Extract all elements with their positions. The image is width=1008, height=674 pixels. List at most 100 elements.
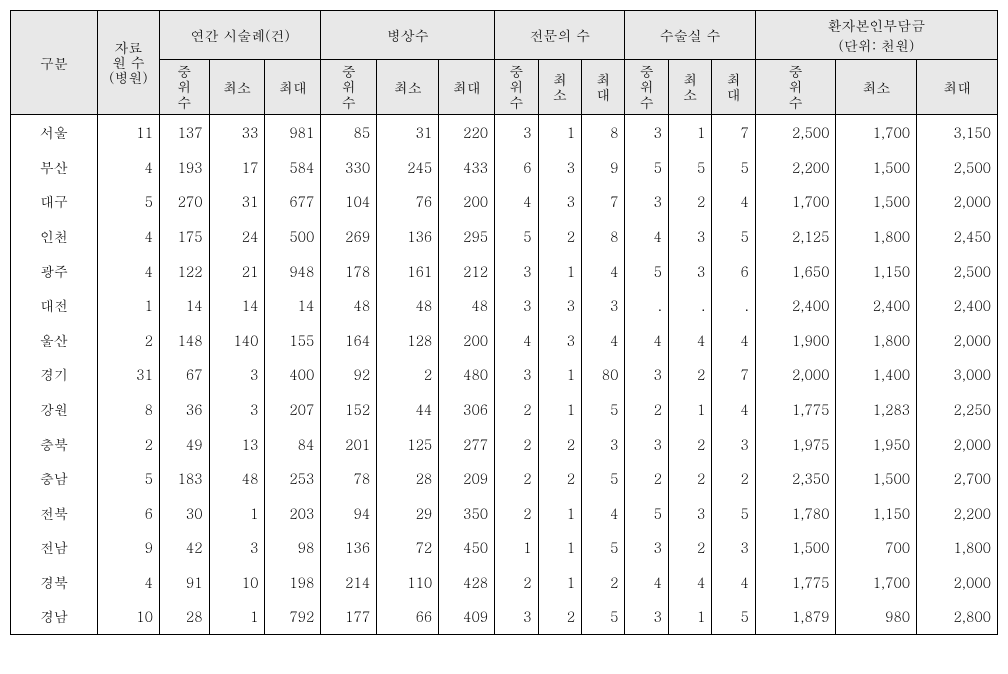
cell-or_min: 2 bbox=[668, 461, 711, 496]
cell-sp_med: 5 bbox=[495, 219, 538, 254]
header-sources: 자료원 수(병원) bbox=[97, 11, 159, 115]
cell-sources: 31 bbox=[97, 357, 159, 392]
cell-sp_min: 1 bbox=[538, 254, 581, 289]
cell-proc_max: 14 bbox=[265, 288, 321, 323]
cell-sp_max: 2 bbox=[582, 565, 625, 600]
cell-bed_min: 48 bbox=[377, 288, 439, 323]
cell-bed_med: 152 bbox=[321, 392, 377, 427]
cell-cost_min: 2,400 bbox=[836, 288, 917, 323]
cell-proc_max: 981 bbox=[265, 115, 321, 150]
cell-sp_med: 3 bbox=[495, 115, 538, 150]
cell-cost_max: 2,700 bbox=[917, 461, 998, 496]
cell-sp_max: 80 bbox=[582, 357, 625, 392]
cell-region: 부산 bbox=[11, 150, 98, 185]
cell-bed_med: 78 bbox=[321, 461, 377, 496]
cell-bed_med: 177 bbox=[321, 599, 377, 634]
cell-proc_max: 253 bbox=[265, 461, 321, 496]
cell-sources: 5 bbox=[97, 461, 159, 496]
header-beds: 병상수 bbox=[321, 11, 495, 60]
cell-proc_max: 98 bbox=[265, 530, 321, 565]
cell-sources: 9 bbox=[97, 530, 159, 565]
cell-sp_med: 3 bbox=[495, 254, 538, 289]
cell-cost_max: 2,250 bbox=[917, 392, 998, 427]
cell-cost_min: 1,150 bbox=[836, 254, 917, 289]
cell-sources: 8 bbox=[97, 392, 159, 427]
cell-cost_min: 1,800 bbox=[836, 323, 917, 358]
cell-sp_min: 1 bbox=[538, 565, 581, 600]
sub-bed-max: 최대 bbox=[439, 60, 495, 115]
cell-bed_med: 269 bbox=[321, 219, 377, 254]
cell-bed_med: 201 bbox=[321, 427, 377, 462]
cell-sp_min: 2 bbox=[538, 427, 581, 462]
cell-cost_max: 2,500 bbox=[917, 254, 998, 289]
sub-cost-min: 최소 bbox=[836, 60, 917, 115]
cell-sources: 2 bbox=[97, 427, 159, 462]
cell-or_min: 2 bbox=[668, 427, 711, 462]
cell-cost_max: 1,800 bbox=[917, 530, 998, 565]
cell-sources: 6 bbox=[97, 496, 159, 531]
cell-bed_med: 178 bbox=[321, 254, 377, 289]
cell-proc_max: 948 bbox=[265, 254, 321, 289]
cell-bed_min: 72 bbox=[377, 530, 439, 565]
cell-proc_min: 24 bbox=[209, 219, 265, 254]
cell-proc_max: 500 bbox=[265, 219, 321, 254]
cell-proc_med: 175 bbox=[159, 219, 209, 254]
cell-cost_min: 700 bbox=[836, 530, 917, 565]
cell-sp_med: 3 bbox=[495, 599, 538, 634]
cell-or_max: 7 bbox=[712, 115, 755, 150]
cell-cost_min: 1,500 bbox=[836, 184, 917, 219]
cell-cost_min: 1,400 bbox=[836, 357, 917, 392]
cell-sp_min: 3 bbox=[538, 150, 581, 185]
cell-cost_min: 1,800 bbox=[836, 219, 917, 254]
cell-or_max: 3 bbox=[712, 427, 755, 462]
cell-proc_min: 10 bbox=[209, 565, 265, 600]
cell-sp_min: 2 bbox=[538, 461, 581, 496]
cell-bed_max: 220 bbox=[439, 115, 495, 150]
cell-proc_min: 1 bbox=[209, 599, 265, 634]
table-row: 대구527031677104762004373241,7001,5002,000 bbox=[11, 184, 998, 219]
cell-cost_max: 3,150 bbox=[917, 115, 998, 150]
cell-cost_max: 3,000 bbox=[917, 357, 998, 392]
cell-or_min: 1 bbox=[668, 392, 711, 427]
cell-or_med: 4 bbox=[625, 219, 668, 254]
cell-region: 경남 bbox=[11, 599, 98, 634]
cell-bed_med: 94 bbox=[321, 496, 377, 531]
cell-proc_med: 137 bbox=[159, 115, 209, 150]
cell-or_max: . bbox=[712, 288, 755, 323]
cell-bed_max: 350 bbox=[439, 496, 495, 531]
cell-bed_med: 214 bbox=[321, 565, 377, 600]
header-row-2: 중위수 최소 최대 중위수 최소 최대 중위수 최소 최대 중위수 최소 최대 … bbox=[11, 60, 998, 115]
cell-region: 충북 bbox=[11, 427, 98, 462]
cell-bed_min: 31 bbox=[377, 115, 439, 150]
cell-proc_med: 49 bbox=[159, 427, 209, 462]
cell-or_med: 3 bbox=[625, 184, 668, 219]
cell-bed_med: 92 bbox=[321, 357, 377, 392]
cell-bed_min: 161 bbox=[377, 254, 439, 289]
cell-proc_min: 13 bbox=[209, 427, 265, 462]
cell-or_min: 4 bbox=[668, 323, 711, 358]
cell-sp_med: 6 bbox=[495, 150, 538, 185]
cell-proc_max: 677 bbox=[265, 184, 321, 219]
cell-or_med: 4 bbox=[625, 323, 668, 358]
cell-cost_med: 1,780 bbox=[755, 496, 836, 531]
cell-or_med: 5 bbox=[625, 496, 668, 531]
table-row: 경남10281792177664093253151,8799802,800 bbox=[11, 599, 998, 634]
cell-region: 경기 bbox=[11, 357, 98, 392]
cell-proc_med: 14 bbox=[159, 288, 209, 323]
cell-proc_min: 140 bbox=[209, 323, 265, 358]
cell-sp_max: 5 bbox=[582, 599, 625, 634]
cell-region: 강원 bbox=[11, 392, 98, 427]
header-procedures: 연간 시술례(건) bbox=[159, 11, 320, 60]
cell-sp_min: 3 bbox=[538, 288, 581, 323]
cell-cost_max: 2,450 bbox=[917, 219, 998, 254]
cell-proc_min: 31 bbox=[209, 184, 265, 219]
cell-bed_max: 295 bbox=[439, 219, 495, 254]
cell-proc_med: 42 bbox=[159, 530, 209, 565]
cell-cost_med: 1,975 bbox=[755, 427, 836, 462]
cell-sp_min: 1 bbox=[538, 392, 581, 427]
sub-or-min: 최소 bbox=[668, 60, 711, 115]
cell-proc_med: 270 bbox=[159, 184, 209, 219]
cell-or_med: 2 bbox=[625, 461, 668, 496]
cell-or_max: 5 bbox=[712, 496, 755, 531]
cell-or_min: 1 bbox=[668, 599, 711, 634]
